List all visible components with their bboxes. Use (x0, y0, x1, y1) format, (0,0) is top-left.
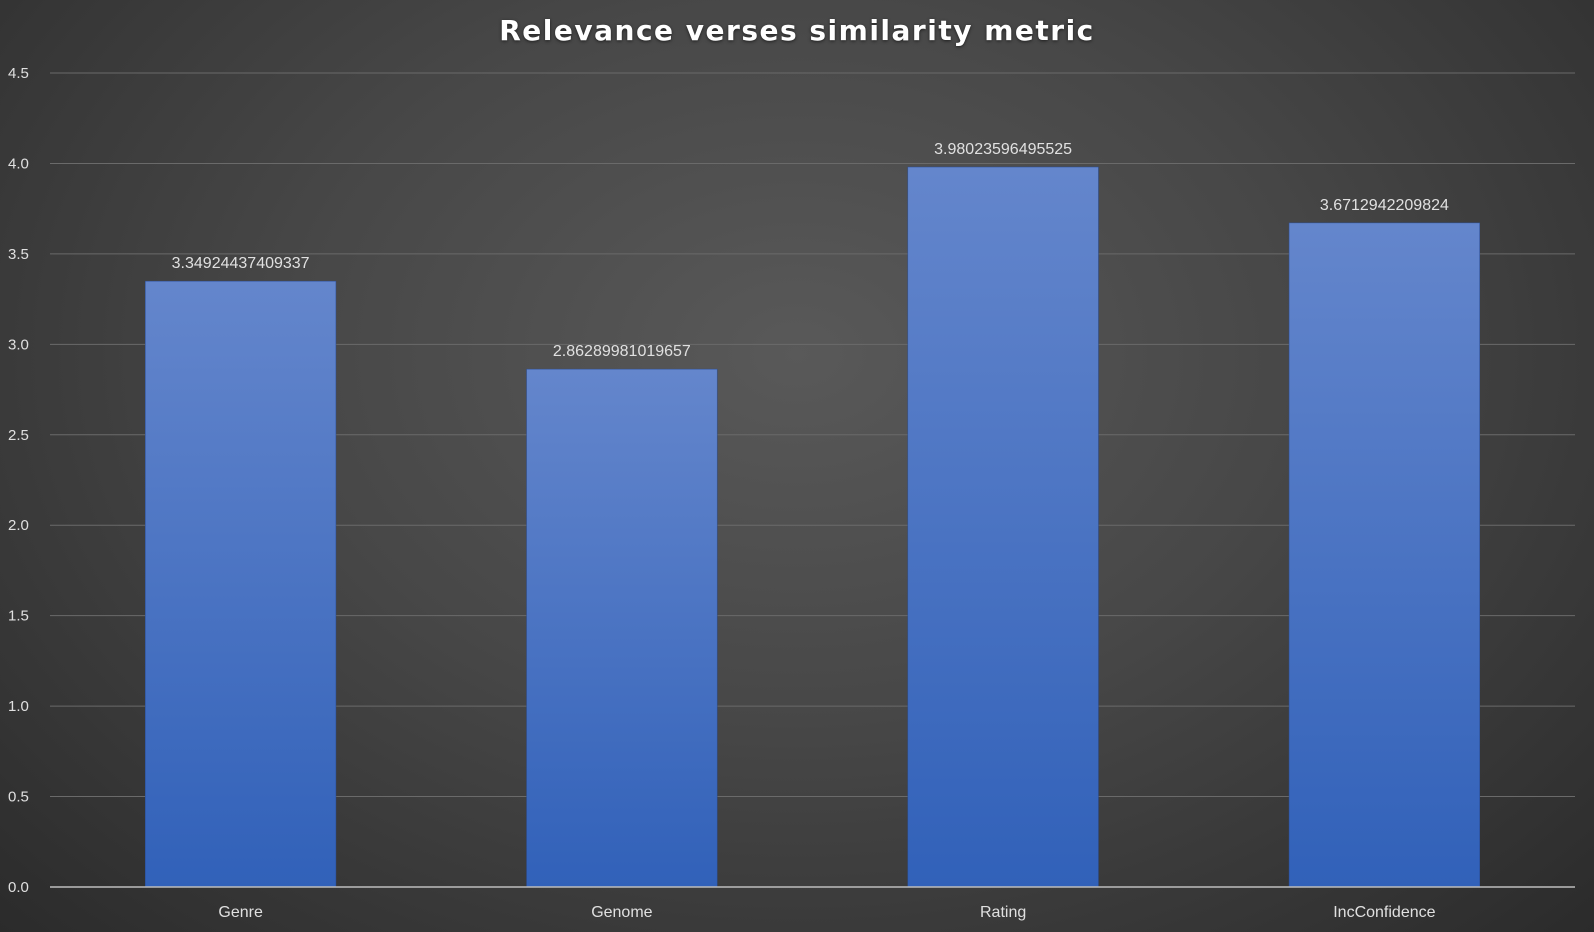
y-tick-label: 4.0 (8, 155, 29, 172)
y-tick-label: 0.0 (8, 879, 29, 896)
data-label: 3.6712942209824 (1320, 197, 1449, 214)
x-tick-label: Genome (591, 904, 652, 921)
y-tick-label: 2.5 (8, 427, 29, 444)
data-label: 2.86289981019657 (553, 343, 691, 360)
y-tick-label: 4.5 (8, 65, 29, 82)
y-tick-label: 2.0 (8, 517, 29, 534)
y-tick-label: 3.5 (8, 246, 29, 263)
bar-rating (907, 166, 1099, 888)
bars (145, 166, 1480, 888)
x-tick-label: Genre (218, 904, 263, 921)
data-labels: 3.34924437409337 2.86289981019657 3.980235… (172, 141, 1449, 360)
y-tick-label: 1.0 (8, 698, 29, 715)
x-tick-label: Rating (980, 904, 1026, 921)
data-label: 3.34924437409337 (172, 255, 310, 272)
y-tick-label: 3.0 (8, 336, 29, 353)
chart-title: Relevance verses similarity metric (499, 14, 1095, 47)
bar-genre (145, 280, 337, 888)
x-tick-label: IncConfidence (1333, 904, 1435, 921)
data-label: 3.98023596495525 (934, 141, 1072, 158)
x-axis-tick-labels: Genre Genome Rating IncConfidence (218, 904, 1435, 921)
bar-genome (526, 368, 718, 888)
y-tick-label: 1.5 (8, 608, 29, 625)
bar-incconfidence (1288, 222, 1480, 888)
y-tick-label: 0.5 (8, 789, 29, 806)
y-axis-tick-labels: 0.0 0.5 1.0 1.5 2.0 2.5 3.0 3.5 4.0 4.5 (8, 65, 29, 896)
